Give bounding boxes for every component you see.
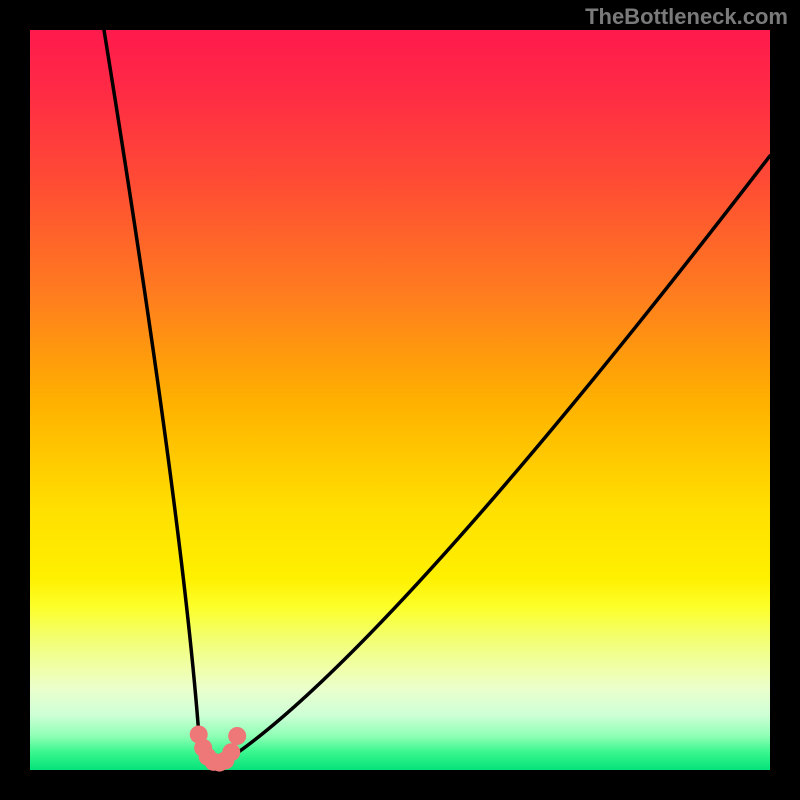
plot-area bbox=[30, 30, 770, 770]
watermark-text: TheBottleneck.com bbox=[585, 4, 788, 30]
dip-marker bbox=[228, 727, 246, 745]
chart-container: TheBottleneck.com bbox=[0, 0, 800, 800]
bottleneck-chart bbox=[0, 0, 800, 800]
dip-marker bbox=[222, 743, 240, 761]
